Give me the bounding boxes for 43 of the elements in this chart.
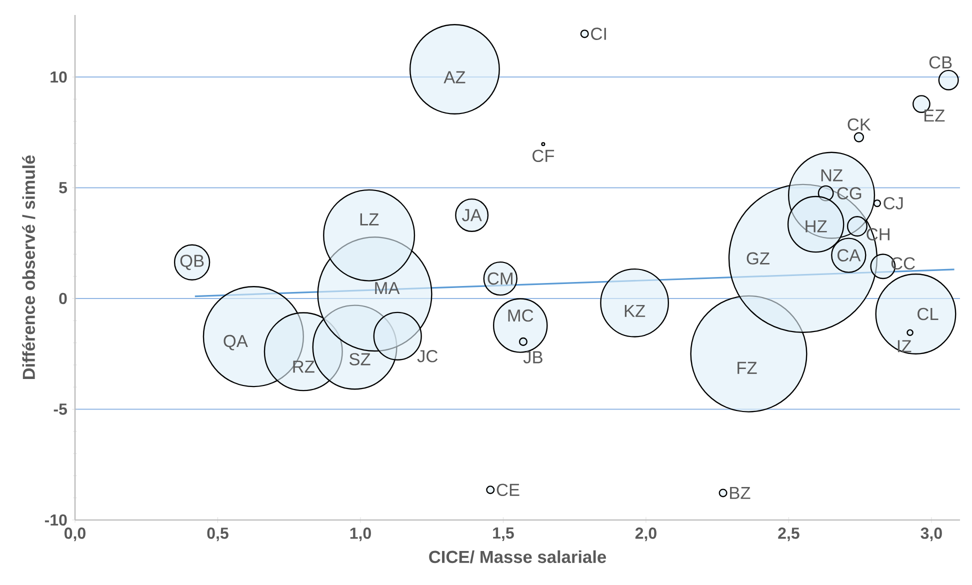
y-tick-label: 10 [50, 71, 67, 83]
annotation: JA [462, 209, 482, 222]
y-tick-label: 0 [59, 292, 67, 304]
y-tick-label: -10 [44, 514, 67, 526]
annotation: CE [496, 484, 520, 496]
annotation: CJ [884, 197, 903, 210]
x-tick-label: 3,0 [920, 528, 942, 542]
annotation: GZ [746, 252, 770, 265]
annotation: CF [532, 150, 554, 162]
annotation: EZ [924, 110, 945, 122]
x-tick-label: 0,0 [64, 528, 86, 542]
annotation: KZ [624, 304, 646, 317]
annotation: RZ [293, 360, 314, 373]
x-tick-label: 0,5 [207, 528, 228, 542]
annotation: IZ [898, 340, 912, 352]
annotation: CA [838, 249, 861, 262]
annotation: CK [848, 118, 871, 131]
annotation: SZ [350, 353, 370, 366]
annotation: JB [523, 351, 542, 364]
x-axis-title: CICE/ Masse salariale [429, 550, 606, 564]
annotation: HZ [806, 220, 827, 232]
x-tick-label: 2,5 [778, 528, 800, 542]
annotation: BZ [730, 487, 750, 499]
annotation: CM [488, 272, 512, 285]
annotation: CL [918, 308, 938, 320]
x-tick-label: 1,5 [493, 528, 514, 542]
annotation: MA [375, 282, 400, 294]
annotation: JC [417, 350, 438, 362]
annotation: CB [929, 56, 952, 69]
annotation: AZ [444, 71, 466, 84]
annotation: MC [508, 309, 534, 322]
y-tick-label: -5 [54, 404, 67, 415]
annotation: CG [837, 187, 862, 200]
y-tick-label: 5 [59, 182, 67, 194]
annotation: FZ [738, 362, 757, 374]
x-tick-label: 1,0 [350, 528, 371, 542]
annotation: QB [180, 254, 204, 270]
x-tick-label: 2,0 [635, 528, 656, 542]
annotation: QA [224, 334, 248, 350]
annotation: LZ [360, 213, 379, 226]
y-axis-title: Différence observé / simulé [22, 155, 36, 380]
annotation: CI [591, 28, 606, 40]
annotation: NZ [821, 169, 843, 182]
